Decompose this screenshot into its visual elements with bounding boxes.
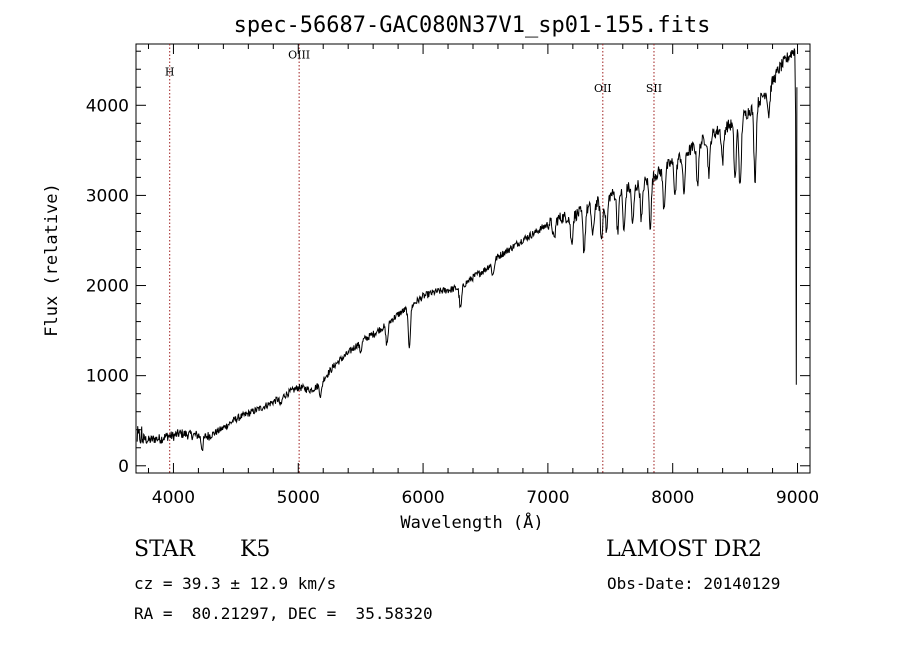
coordinates: RA = 80.21297, DEC = 35.58320 (134, 604, 433, 623)
object-subclass: K5 (240, 537, 271, 562)
observation-date: Obs-Date: 20140129 (607, 574, 781, 593)
x-tick-label: 6000 (401, 488, 444, 508)
x-tick-label: 9000 (776, 488, 819, 508)
x-tick-label: 5000 (277, 488, 320, 508)
spectrum-line (136, 48, 798, 451)
line-marker-label: SII (646, 82, 662, 95)
y-tick-label: 3000 (86, 186, 129, 206)
chart-title: spec-56687-GAC080N37V1_sp01-155.fits (234, 13, 711, 38)
y-tick-label: 1000 (86, 367, 129, 387)
y-tick-label: 2000 (86, 277, 129, 297)
y-axis-label: Flux (relative) (42, 183, 62, 337)
line-marker-label: H (165, 66, 175, 79)
line-marker-label: OII (594, 82, 612, 95)
plot-frame (135, 43, 811, 474)
survey-name: LAMOST DR2 (606, 537, 762, 562)
x-tick-label: 7000 (526, 488, 569, 508)
y-tick-label: 4000 (86, 96, 129, 116)
x-axis-label: Wavelength (Å) (400, 511, 543, 533)
object-class: STAR (134, 537, 195, 562)
redshift-value: cz = 39.3 ± 12.9 km/s (134, 574, 337, 593)
x-tick-label: 8000 (651, 488, 694, 508)
y-tick-label: 0 (118, 457, 129, 477)
plot-area: H OIII OII SII 4000 5000 6000 7000 8000 9000 0 1000… (86, 43, 819, 508)
line-marker-label: OIII (288, 48, 310, 61)
x-tick-label: 4000 (152, 488, 195, 508)
